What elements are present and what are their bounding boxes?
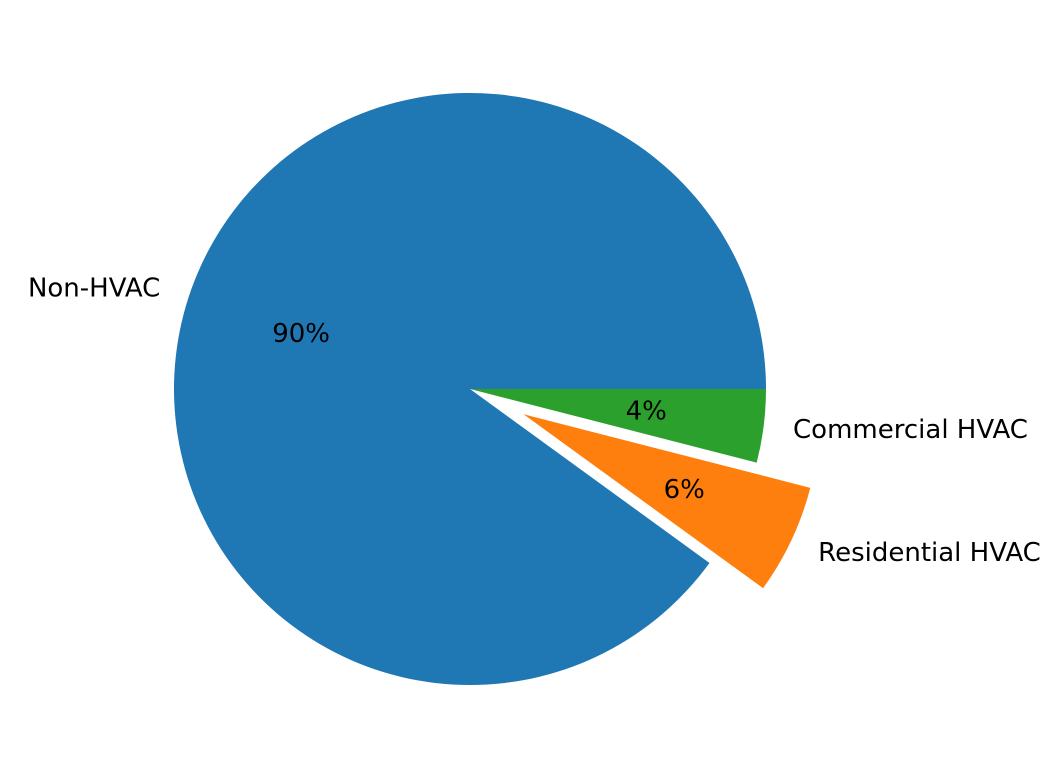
pie-category-label: Non-HVAC	[28, 273, 160, 303]
pie-pct-label: 90%	[272, 319, 330, 349]
pie-pct-label: 6%	[664, 475, 705, 505]
pie-category-label: Commercial HVAC	[793, 415, 1028, 445]
pie-slice-commercial-hvac	[470, 389, 766, 463]
pie-slice-non-hvac	[174, 92, 767, 685]
pie-category-label: Residential HVAC	[818, 538, 1041, 568]
pie-pct-label: 4%	[626, 396, 667, 426]
pie-slice-residential-hvac	[523, 414, 811, 589]
